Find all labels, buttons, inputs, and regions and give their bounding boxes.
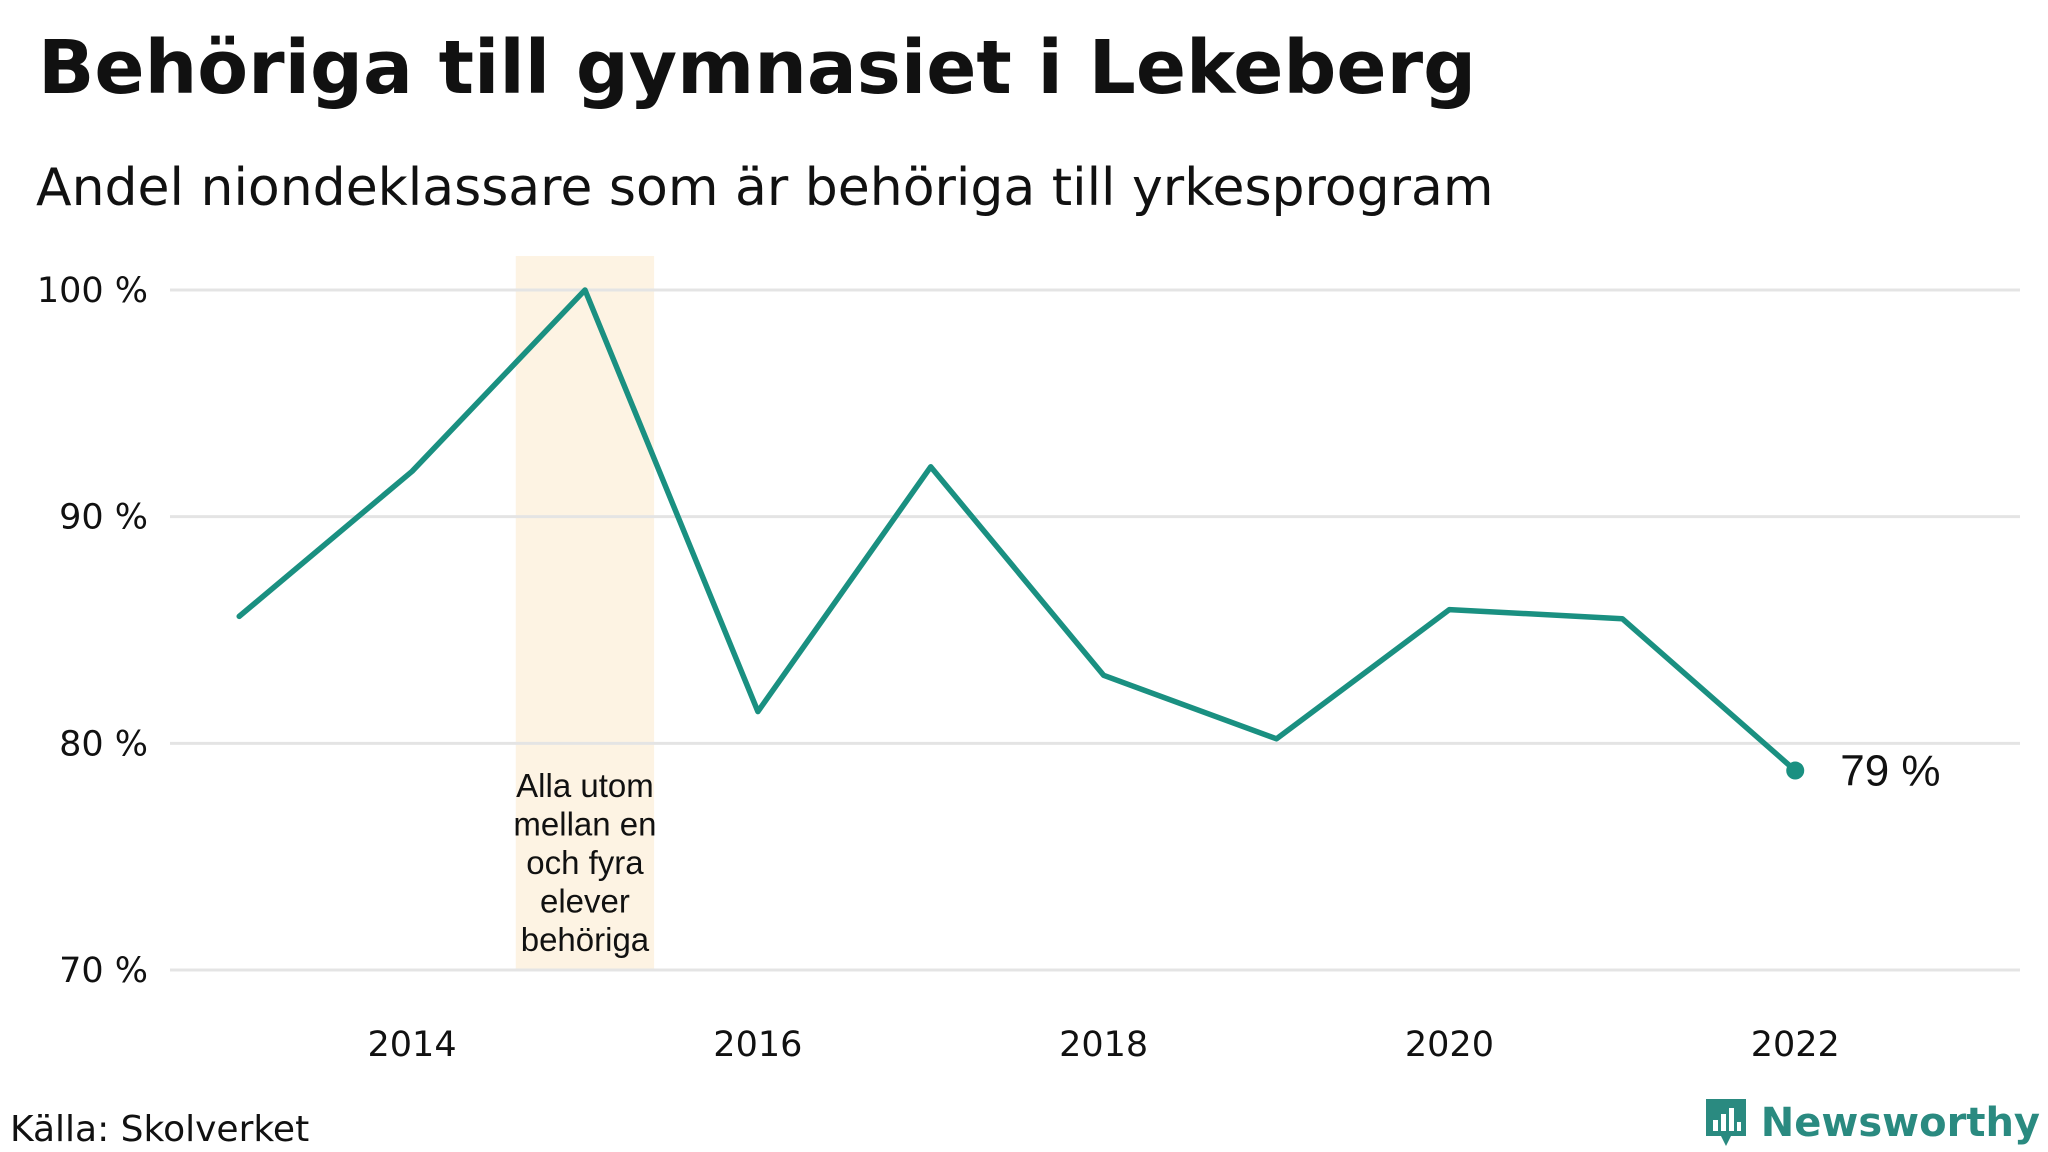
end-point-marker (1786, 761, 1805, 780)
annotation-text: mellan en (513, 806, 656, 843)
end-value-label: 79 % (1840, 747, 1940, 796)
annotation-text: Alla utom (516, 767, 654, 804)
highlight-band (515, 256, 655, 970)
chart-subtitle: Andel niondeklassare som är behöriga til… (36, 158, 1494, 218)
x-tick-label: 2020 (1405, 1025, 1494, 1065)
source-note: Källa: Skolverket (10, 1109, 310, 1150)
series-line (236, 287, 1798, 774)
y-tick-label: 70 % (59, 951, 148, 991)
x-tick-label: 2022 (1751, 1025, 1840, 1065)
x-tick-label: 2016 (713, 1025, 802, 1065)
annotation-text: elever (540, 883, 630, 920)
chart-title: Behöriga till gymnasiet i Lekeberg (38, 25, 1477, 111)
annotation-text: behöriga (521, 921, 650, 958)
y-tick-label: 80 % (59, 724, 148, 764)
y-tick-label: 100 % (37, 271, 148, 311)
brand-label: Newsworthy (1760, 1100, 2040, 1146)
brand-logo[interactable]: Newsworthy (1703, 1096, 2040, 1150)
y-tick-label: 90 % (59, 498, 148, 538)
bar-chart-icon (1705, 1099, 1746, 1146)
annotation-text: och fyra (526, 844, 644, 881)
x-tick-label: 2018 (1059, 1025, 1148, 1065)
x-tick-label: 2014 (368, 1025, 457, 1065)
